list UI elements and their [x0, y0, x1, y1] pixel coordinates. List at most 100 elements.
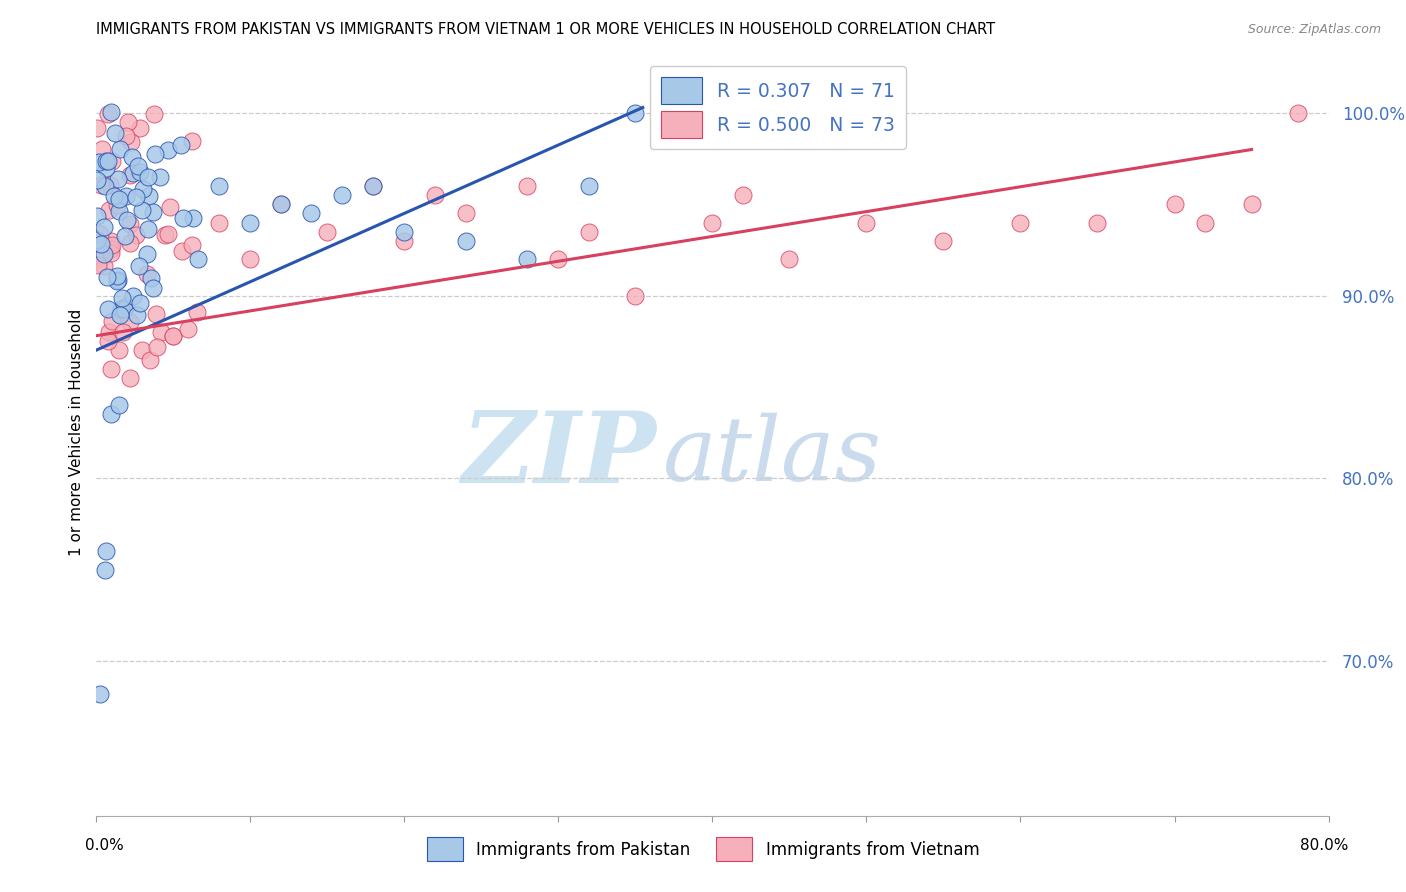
- Text: IMMIGRANTS FROM PAKISTAN VS IMMIGRANTS FROM VIETNAM 1 OR MORE VEHICLES IN HOUSEH: IMMIGRANTS FROM PAKISTAN VS IMMIGRANTS F…: [96, 22, 994, 37]
- Point: [107, 343, 129, 358]
- Point: [624, 106, 647, 120]
- Point: [110, 301, 132, 316]
- Point: [125, 308, 148, 322]
- Point: [100, 361, 122, 376]
- Point: [932, 234, 955, 248]
- Point: [91, 142, 114, 156]
- Point: [143, 146, 166, 161]
- Point: [112, 325, 135, 339]
- Point: [578, 225, 600, 239]
- Point: [90, 178, 112, 192]
- Point: [114, 229, 136, 244]
- Legend: R = 0.307   N = 71, R = 0.500   N = 73: R = 0.307 N = 71, R = 0.500 N = 73: [650, 66, 907, 149]
- Point: [330, 188, 353, 202]
- Point: [108, 308, 131, 322]
- Point: [98, 178, 121, 193]
- Point: [392, 225, 415, 239]
- Point: [115, 129, 138, 144]
- Point: [143, 107, 166, 121]
- Point: [172, 211, 194, 225]
- Point: [125, 190, 148, 204]
- Point: [131, 202, 153, 217]
- Point: [128, 165, 150, 179]
- Point: [145, 307, 167, 321]
- Point: [125, 228, 148, 243]
- Point: [146, 340, 169, 354]
- Point: [186, 305, 208, 319]
- Point: [516, 179, 538, 194]
- Point: [96, 161, 118, 175]
- Point: [100, 237, 122, 252]
- Point: [108, 193, 131, 207]
- Point: [86, 173, 108, 187]
- Point: [101, 154, 124, 169]
- Point: [454, 206, 477, 220]
- Point: [96, 270, 118, 285]
- Text: 80.0%: 80.0%: [1301, 838, 1348, 853]
- Point: [98, 203, 121, 218]
- Point: [86, 121, 108, 136]
- Point: [149, 169, 172, 184]
- Point: [423, 188, 446, 202]
- Point: [315, 225, 337, 239]
- Point: [100, 105, 122, 120]
- Point: [187, 252, 209, 266]
- Point: [105, 198, 128, 212]
- Point: [103, 188, 125, 202]
- Text: ZIP: ZIP: [461, 408, 657, 504]
- Point: [1286, 106, 1309, 120]
- Point: [120, 168, 142, 182]
- Point: [181, 238, 204, 252]
- Point: [132, 182, 155, 196]
- Point: [208, 216, 231, 230]
- Point: [142, 204, 165, 219]
- Point: [1163, 197, 1185, 211]
- Point: [96, 544, 118, 558]
- Point: [93, 259, 115, 273]
- Point: [299, 206, 322, 220]
- Point: [107, 273, 129, 287]
- Point: [127, 159, 149, 173]
- Point: [361, 179, 384, 194]
- Point: [624, 288, 647, 302]
- Point: [702, 216, 724, 230]
- Point: [731, 188, 754, 202]
- Point: [208, 179, 231, 194]
- Point: [547, 252, 569, 266]
- Text: atlas: atlas: [662, 412, 882, 499]
- Point: [114, 189, 136, 203]
- Point: [111, 291, 134, 305]
- Point: [578, 179, 600, 194]
- Point: [118, 315, 141, 329]
- Point: [181, 211, 204, 225]
- Point: [93, 220, 115, 235]
- Point: [131, 343, 153, 358]
- Point: [104, 126, 127, 140]
- Point: [162, 328, 184, 343]
- Point: [138, 352, 160, 367]
- Point: [97, 153, 120, 168]
- Point: [162, 328, 184, 343]
- Point: [89, 227, 111, 242]
- Point: [93, 246, 115, 260]
- Point: [94, 179, 117, 194]
- Point: [118, 217, 141, 231]
- Point: [118, 235, 141, 250]
- Point: [100, 242, 122, 256]
- Point: [86, 209, 108, 223]
- Point: [97, 334, 120, 349]
- Y-axis label: 1 or more Vehicles in Household: 1 or more Vehicles in Household: [69, 309, 84, 557]
- Point: [107, 204, 129, 219]
- Point: [270, 197, 292, 211]
- Point: [105, 274, 128, 288]
- Point: [100, 234, 122, 248]
- Point: [121, 289, 143, 303]
- Point: [141, 271, 163, 285]
- Legend: Immigrants from Pakistan, Immigrants from Vietnam: Immigrants from Pakistan, Immigrants fro…: [420, 830, 986, 868]
- Point: [129, 120, 152, 135]
- Point: [94, 563, 117, 577]
- Point: [122, 166, 145, 180]
- Point: [86, 234, 108, 248]
- Point: [118, 371, 141, 385]
- Point: [170, 137, 193, 152]
